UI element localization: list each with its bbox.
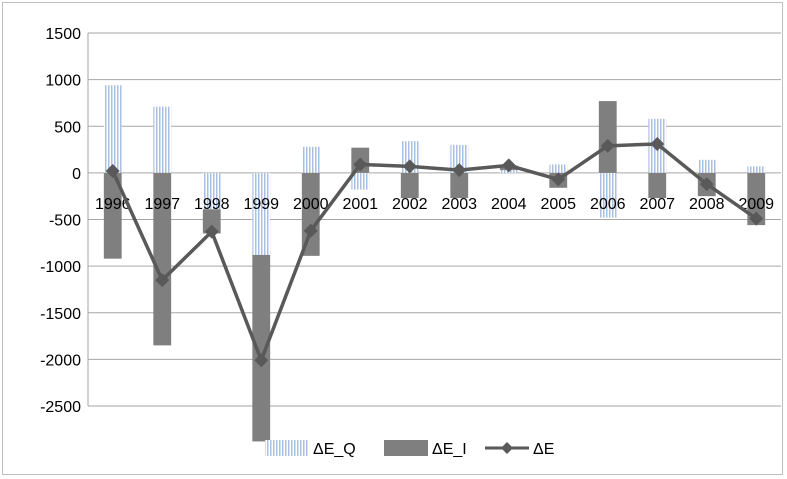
bar-de-i <box>400 172 419 199</box>
chart-frame: 1500 1000 500 0 -500 -1000 -1500 -2000 -2500 199… <box>2 2 783 475</box>
x-tick-label: 2005 <box>540 196 576 213</box>
bar-de-i <box>103 172 122 259</box>
y-tick-label: 500 <box>54 119 81 136</box>
bar-de-i <box>252 254 271 442</box>
y-tick-label: -2000 <box>40 352 81 369</box>
point-de <box>749 211 764 226</box>
legend-marker-de <box>501 442 513 454</box>
point-de <box>650 136 665 151</box>
x-tick-label: 1996 <box>95 196 131 213</box>
bar-de-i <box>648 172 667 199</box>
legend: ΔE_Q ΔE_I ΔE <box>265 440 554 458</box>
legend-label-de-i: ΔE_I <box>432 441 467 458</box>
legend-item-de-i: ΔE_I <box>384 440 467 458</box>
bar-de-q <box>747 166 766 173</box>
bar-de-q <box>153 106 172 173</box>
x-tick-label: 2002 <box>392 196 428 213</box>
legend-item-de: ΔE <box>485 441 554 458</box>
y-tick-label: 0 <box>72 166 81 183</box>
point-de <box>501 158 516 173</box>
x-tick-label: 2001 <box>342 196 378 213</box>
bar-de-q <box>202 172 221 210</box>
x-tick-label: 1997 <box>144 196 180 213</box>
bar-de-i <box>747 172 766 226</box>
line-de <box>111 142 758 363</box>
y-tick-label: -1500 <box>40 306 81 323</box>
bar-de-q <box>549 164 568 173</box>
point-de <box>155 273 170 288</box>
x-tick-label: 2003 <box>441 196 477 213</box>
point-de <box>699 177 714 192</box>
chart-svg: 1500 1000 500 0 -500 -1000 -1500 -2000 -2500 199… <box>40 26 781 458</box>
x-tick-label: 1998 <box>194 196 230 213</box>
bar-de-i <box>450 172 469 199</box>
point-de <box>452 163 467 178</box>
legend-swatch-de-i <box>384 440 428 456</box>
bar-de-q <box>697 159 716 173</box>
bar-de-i <box>598 101 617 173</box>
y-tick-label: -500 <box>49 213 81 230</box>
y-tick-label: -2500 <box>40 399 81 416</box>
point-de <box>551 172 566 187</box>
legend-label-de-q: ΔE_Q <box>313 441 356 458</box>
gridlines <box>87 32 781 407</box>
x-tick-label: 2004 <box>491 196 527 213</box>
point-de <box>105 164 120 179</box>
x-axis-ticks: 1996 1997 1998 1999 2000 2001 2002 2003 2004 2005… <box>95 196 774 213</box>
point-de <box>254 353 269 368</box>
bar-de-q <box>351 172 370 190</box>
y-axis-ticks: 1500 1000 500 0 -500 -1000 -1500 -2000 -2500 <box>40 26 81 416</box>
bar-de-i <box>301 172 320 256</box>
point-de <box>204 224 219 239</box>
point-de <box>600 138 615 153</box>
point-de <box>353 157 368 172</box>
y-tick-label: 1500 <box>45 26 81 43</box>
x-tick-label: 2009 <box>738 196 774 213</box>
legend-swatch-de-q <box>265 440 309 456</box>
x-tick-label: 2006 <box>590 196 626 213</box>
y-tick-label: 1000 <box>45 73 81 90</box>
bar-de-q <box>103 85 122 173</box>
x-tick-label: 2000 <box>293 196 329 213</box>
x-tick-label: 2007 <box>639 196 675 213</box>
bar-de-q <box>598 172 617 218</box>
bar-de-i <box>153 172 172 346</box>
bar-de-i <box>202 209 221 234</box>
bar-de-q <box>301 146 320 173</box>
bar-de-q <box>450 144 469 173</box>
legend-item-de-q: ΔE_Q <box>265 440 356 458</box>
bar-de-q <box>252 172 271 255</box>
line-series <box>105 136 764 368</box>
x-tick-label: 2008 <box>689 196 725 213</box>
point-de <box>303 223 318 238</box>
legend-label-de: ΔE <box>533 441 554 458</box>
x-tick-label: 1999 <box>243 196 279 213</box>
point-de <box>402 159 417 174</box>
y-tick-label: -1000 <box>40 259 81 276</box>
bars <box>103 85 766 442</box>
